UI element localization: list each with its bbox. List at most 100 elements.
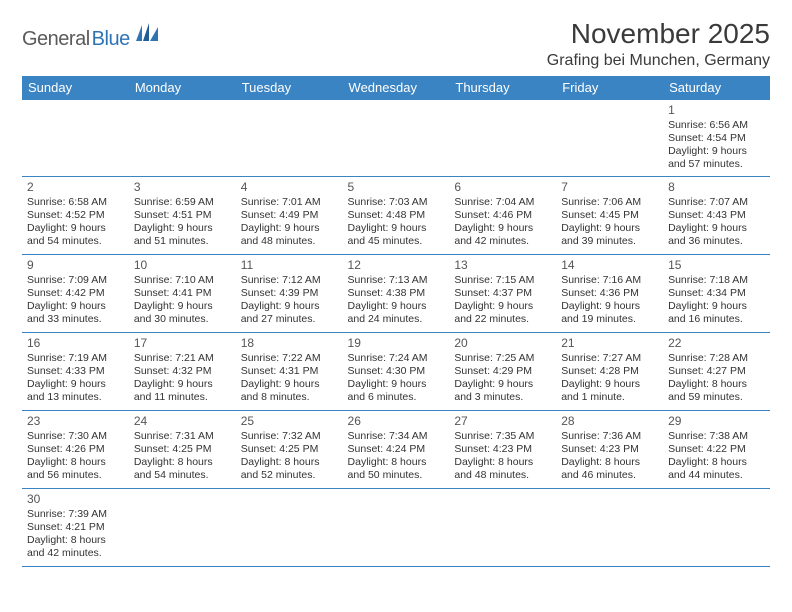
calendar-day-cell: 10Sunrise: 7:10 AMSunset: 4:41 PMDayligh… bbox=[129, 254, 236, 332]
daylight-text: and 11 minutes. bbox=[134, 391, 231, 404]
sunrise-text: Sunrise: 7:09 AM bbox=[27, 274, 124, 287]
daylight-text: and 33 minutes. bbox=[27, 313, 124, 326]
daylight-text: Daylight: 8 hours bbox=[668, 378, 765, 391]
calendar-empty-cell bbox=[22, 100, 129, 177]
day-number: 28 bbox=[561, 414, 658, 429]
page-header: GeneralBlue November 2025 Grafing bei Mu… bbox=[22, 18, 770, 70]
calendar-week-row: 23Sunrise: 7:30 AMSunset: 4:26 PMDayligh… bbox=[22, 410, 770, 488]
sunset-text: Sunset: 4:46 PM bbox=[454, 209, 551, 222]
daylight-text: Daylight: 9 hours bbox=[561, 222, 658, 235]
calendar-day-cell: 6Sunrise: 7:04 AMSunset: 4:46 PMDaylight… bbox=[449, 176, 556, 254]
sunrise-text: Sunrise: 7:12 AM bbox=[241, 274, 338, 287]
daylight-text: Daylight: 8 hours bbox=[454, 456, 551, 469]
daylight-text: Daylight: 9 hours bbox=[668, 145, 765, 158]
calendar-empty-cell bbox=[236, 488, 343, 566]
daylight-text: Daylight: 9 hours bbox=[241, 222, 338, 235]
daylight-text: and 48 minutes. bbox=[454, 469, 551, 482]
sunset-text: Sunset: 4:34 PM bbox=[668, 287, 765, 300]
sunset-text: Sunset: 4:21 PM bbox=[27, 521, 124, 534]
sunset-text: Sunset: 4:39 PM bbox=[241, 287, 338, 300]
daylight-text: and 50 minutes. bbox=[348, 469, 445, 482]
calendar-week-row: 16Sunrise: 7:19 AMSunset: 4:33 PMDayligh… bbox=[22, 332, 770, 410]
daylight-text: and 44 minutes. bbox=[668, 469, 765, 482]
calendar-empty-cell bbox=[343, 488, 450, 566]
daylight-text: and 45 minutes. bbox=[348, 235, 445, 248]
daylight-text: Daylight: 9 hours bbox=[454, 222, 551, 235]
daylight-text: and 59 minutes. bbox=[668, 391, 765, 404]
daylight-text: and 56 minutes. bbox=[27, 469, 124, 482]
calendar-day-cell: 25Sunrise: 7:32 AMSunset: 4:25 PMDayligh… bbox=[236, 410, 343, 488]
daylight-text: and 42 minutes. bbox=[454, 235, 551, 248]
day-number: 13 bbox=[454, 258, 551, 273]
sunrise-text: Sunrise: 7:32 AM bbox=[241, 430, 338, 443]
day-number: 4 bbox=[241, 180, 338, 195]
daylight-text: Daylight: 9 hours bbox=[348, 222, 445, 235]
day-number: 2 bbox=[27, 180, 124, 195]
sunrise-text: Sunrise: 7:25 AM bbox=[454, 352, 551, 365]
day-number: 22 bbox=[668, 336, 765, 351]
calendar-day-cell: 13Sunrise: 7:15 AMSunset: 4:37 PMDayligh… bbox=[449, 254, 556, 332]
calendar-empty-cell bbox=[556, 100, 663, 177]
calendar-empty-cell bbox=[449, 100, 556, 177]
calendar-day-cell: 9Sunrise: 7:09 AMSunset: 4:42 PMDaylight… bbox=[22, 254, 129, 332]
daylight-text: and 48 minutes. bbox=[241, 235, 338, 248]
day-number: 20 bbox=[454, 336, 551, 351]
weekday-header: Wednesday bbox=[343, 76, 450, 100]
day-number: 26 bbox=[348, 414, 445, 429]
logo-text-1: General bbox=[22, 28, 90, 51]
weekday-header: Tuesday bbox=[236, 76, 343, 100]
sail-icon bbox=[134, 23, 160, 43]
sunrise-text: Sunrise: 7:15 AM bbox=[454, 274, 551, 287]
day-number: 7 bbox=[561, 180, 658, 195]
daylight-text: and 16 minutes. bbox=[668, 313, 765, 326]
sunrise-text: Sunrise: 6:58 AM bbox=[27, 196, 124, 209]
month-title: November 2025 bbox=[547, 18, 770, 50]
calendar-day-cell: 5Sunrise: 7:03 AMSunset: 4:48 PMDaylight… bbox=[343, 176, 450, 254]
calendar-day-cell: 14Sunrise: 7:16 AMSunset: 4:36 PMDayligh… bbox=[556, 254, 663, 332]
daylight-text: and 39 minutes. bbox=[561, 235, 658, 248]
daylight-text: Daylight: 9 hours bbox=[454, 300, 551, 313]
sunrise-text: Sunrise: 7:01 AM bbox=[241, 196, 338, 209]
daylight-text: Daylight: 9 hours bbox=[561, 378, 658, 391]
sunset-text: Sunset: 4:22 PM bbox=[668, 443, 765, 456]
logo: GeneralBlue bbox=[22, 18, 160, 51]
sunset-text: Sunset: 4:45 PM bbox=[561, 209, 658, 222]
calendar-day-cell: 26Sunrise: 7:34 AMSunset: 4:24 PMDayligh… bbox=[343, 410, 450, 488]
calendar-day-cell: 22Sunrise: 7:28 AMSunset: 4:27 PMDayligh… bbox=[663, 332, 770, 410]
sunset-text: Sunset: 4:23 PM bbox=[454, 443, 551, 456]
sunset-text: Sunset: 4:52 PM bbox=[27, 209, 124, 222]
sunrise-text: Sunrise: 7:34 AM bbox=[348, 430, 445, 443]
calendar-day-cell: 3Sunrise: 6:59 AMSunset: 4:51 PMDaylight… bbox=[129, 176, 236, 254]
sunrise-text: Sunrise: 7:10 AM bbox=[134, 274, 231, 287]
calendar-day-cell: 16Sunrise: 7:19 AMSunset: 4:33 PMDayligh… bbox=[22, 332, 129, 410]
sunset-text: Sunset: 4:38 PM bbox=[348, 287, 445, 300]
daylight-text: Daylight: 9 hours bbox=[27, 222, 124, 235]
daylight-text: and 54 minutes. bbox=[27, 235, 124, 248]
daylight-text: and 46 minutes. bbox=[561, 469, 658, 482]
daylight-text: and 27 minutes. bbox=[241, 313, 338, 326]
day-number: 15 bbox=[668, 258, 765, 273]
day-number: 30 bbox=[27, 492, 124, 507]
calendar-day-cell: 27Sunrise: 7:35 AMSunset: 4:23 PMDayligh… bbox=[449, 410, 556, 488]
daylight-text: Daylight: 9 hours bbox=[561, 300, 658, 313]
sunrise-text: Sunrise: 7:30 AM bbox=[27, 430, 124, 443]
daylight-text: Daylight: 8 hours bbox=[27, 456, 124, 469]
day-number: 14 bbox=[561, 258, 658, 273]
sunset-text: Sunset: 4:29 PM bbox=[454, 365, 551, 378]
daylight-text: and 6 minutes. bbox=[348, 391, 445, 404]
daylight-text: and 8 minutes. bbox=[241, 391, 338, 404]
day-number: 12 bbox=[348, 258, 445, 273]
calendar-page: GeneralBlue November 2025 Grafing bei Mu… bbox=[0, 0, 792, 567]
title-block: November 2025 Grafing bei Munchen, Germa… bbox=[547, 18, 770, 70]
sunrise-text: Sunrise: 7:13 AM bbox=[348, 274, 445, 287]
day-number: 9 bbox=[27, 258, 124, 273]
day-number: 10 bbox=[134, 258, 231, 273]
sunrise-text: Sunrise: 7:19 AM bbox=[27, 352, 124, 365]
weekday-header: Thursday bbox=[449, 76, 556, 100]
day-number: 16 bbox=[27, 336, 124, 351]
day-number: 23 bbox=[27, 414, 124, 429]
sunset-text: Sunset: 4:37 PM bbox=[454, 287, 551, 300]
calendar-day-cell: 15Sunrise: 7:18 AMSunset: 4:34 PMDayligh… bbox=[663, 254, 770, 332]
day-number: 24 bbox=[134, 414, 231, 429]
daylight-text: and 36 minutes. bbox=[668, 235, 765, 248]
